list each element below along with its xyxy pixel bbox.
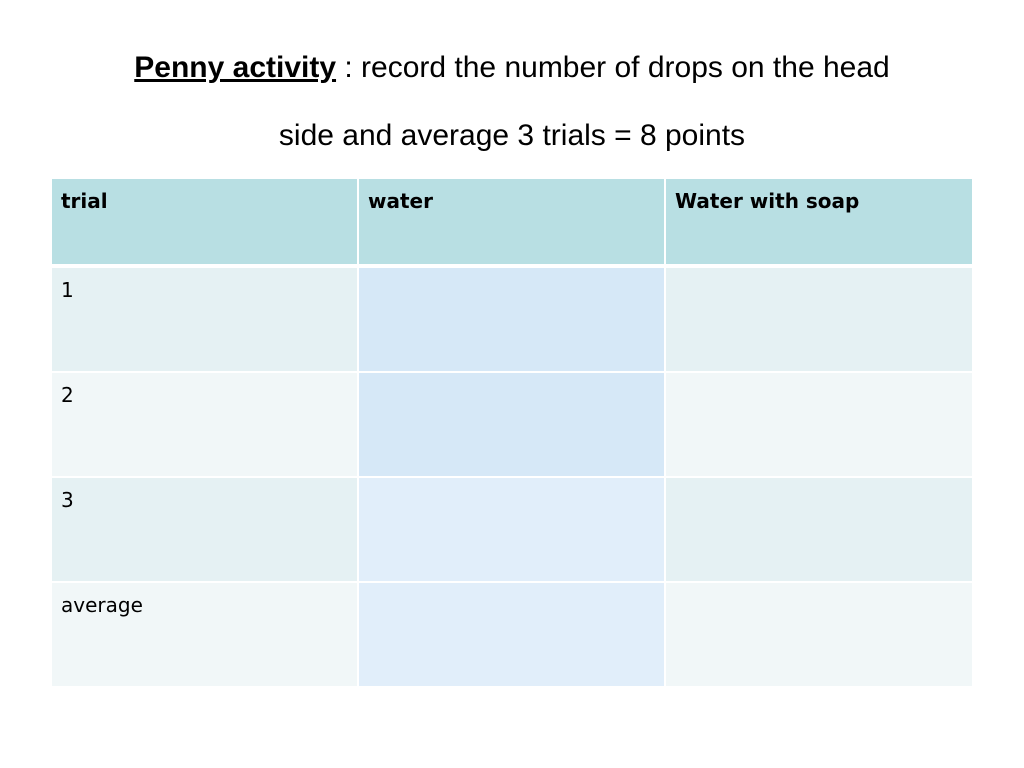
cell-water-with-soap[interactable] bbox=[666, 268, 972, 373]
header-water: water bbox=[359, 179, 666, 268]
cell-water-with-soap[interactable] bbox=[666, 478, 972, 583]
header-water-with-soap: Water with soap bbox=[666, 179, 972, 268]
table-row: average bbox=[52, 583, 972, 688]
header-trial: trial bbox=[52, 179, 359, 268]
table-row: 1 bbox=[52, 268, 972, 373]
cell-water[interactable] bbox=[359, 478, 666, 583]
data-table: trial water Water with soap 1 2 3 bbox=[52, 179, 972, 688]
cell-trial: 2 bbox=[52, 373, 359, 478]
title-lead: Penny activity bbox=[134, 51, 337, 84]
title-rest: : record the number of drops on the head bbox=[336, 51, 890, 84]
table-row: 2 bbox=[52, 373, 972, 478]
cell-trial: 1 bbox=[52, 268, 359, 373]
slide-title: Penny activity : record the number of dr… bbox=[0, 34, 1024, 170]
cell-water-with-soap[interactable] bbox=[666, 583, 972, 688]
header-row: trial water Water with soap bbox=[52, 179, 972, 268]
cell-water[interactable] bbox=[359, 583, 666, 688]
table-row: 3 bbox=[52, 478, 972, 583]
cell-trial: 3 bbox=[52, 478, 359, 583]
cell-water[interactable] bbox=[359, 268, 666, 373]
cell-trial: average bbox=[52, 583, 359, 688]
title-line2: side and average 3 trials = 8 points bbox=[278, 119, 746, 152]
cell-water-with-soap[interactable] bbox=[666, 373, 972, 478]
cell-water[interactable] bbox=[359, 373, 666, 478]
